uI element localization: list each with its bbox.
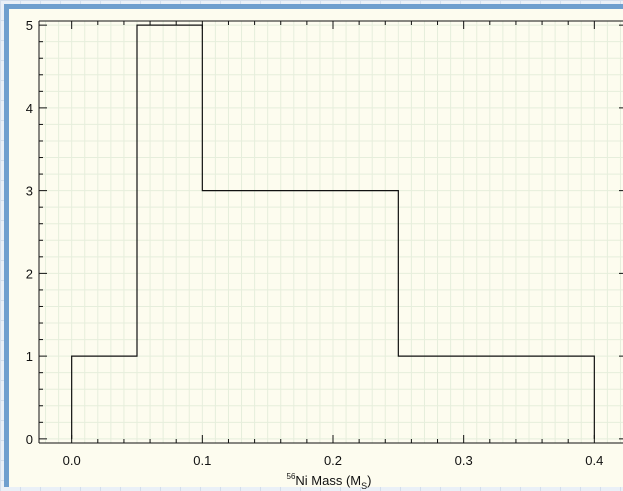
x-tick-labels: 0.0 0.1 0.2 0.3 0.4 — [63, 453, 604, 468]
x-tick-label: 0.2 — [324, 453, 342, 468]
y-tick-label: 3 — [26, 184, 33, 199]
y-tick-label: 0 — [26, 432, 33, 447]
histogram-bin — [202, 191, 398, 439]
histogram-bin — [72, 356, 137, 439]
y-tick-label: 4 — [26, 101, 33, 116]
x-axis-title-sub: S — [361, 481, 367, 491]
x-tick-label: 0.0 — [63, 453, 81, 468]
y-tick-labels: 0 1 2 3 4 5 — [26, 18, 33, 447]
histogram-bin — [398, 356, 594, 439]
x-tick-label: 0.4 — [585, 453, 603, 468]
chart-frame: 0.0 0.1 0.2 0.3 0.4 0 1 2 3 4 5 56Ni Mass (MS) — [4, 4, 623, 491]
y-tick-label: 5 — [26, 18, 33, 33]
x-tick-label: 0.1 — [193, 453, 211, 468]
x-axis-title: 56Ni Mass (MS) — [287, 472, 372, 491]
axes — [38, 20, 623, 444]
histogram-chart: 0.0 0.1 0.2 0.3 0.4 0 1 2 3 4 5 56Ni Mass (MS) — [26, 18, 623, 491]
x-axis-title-main: Ni Mass (M — [295, 473, 361, 488]
y-tick-label: 1 — [26, 349, 33, 364]
x-tick-label: 0.3 — [455, 453, 473, 468]
y-tick-label: 2 — [26, 266, 33, 281]
histogram-bin — [137, 25, 202, 439]
x-axis-title-close: ) — [367, 473, 371, 488]
histogram-outline — [71, 24, 595, 439]
x-axis-title-sup: 56 — [287, 472, 296, 481]
